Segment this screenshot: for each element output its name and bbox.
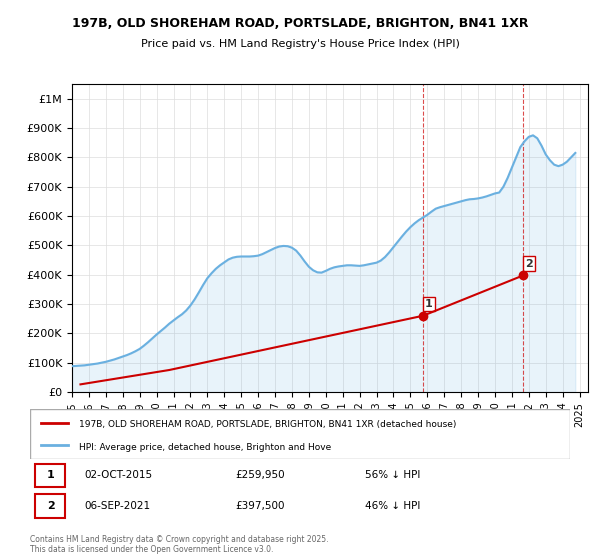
FancyBboxPatch shape bbox=[35, 464, 65, 487]
Text: 46% ↓ HPI: 46% ↓ HPI bbox=[365, 501, 420, 511]
Text: 1: 1 bbox=[47, 470, 55, 480]
Text: £259,950: £259,950 bbox=[235, 470, 285, 480]
FancyBboxPatch shape bbox=[30, 409, 570, 459]
Text: HPI: Average price, detached house, Brighton and Hove: HPI: Average price, detached house, Brig… bbox=[79, 442, 331, 451]
Text: 197B, OLD SHOREHAM ROAD, PORTSLADE, BRIGHTON, BN41 1XR: 197B, OLD SHOREHAM ROAD, PORTSLADE, BRIG… bbox=[72, 17, 528, 30]
Text: £397,500: £397,500 bbox=[235, 501, 285, 511]
Text: 197B, OLD SHOREHAM ROAD, PORTSLADE, BRIGHTON, BN41 1XR (detached house): 197B, OLD SHOREHAM ROAD, PORTSLADE, BRIG… bbox=[79, 421, 456, 430]
Text: 1: 1 bbox=[425, 299, 433, 309]
Text: 56% ↓ HPI: 56% ↓ HPI bbox=[365, 470, 420, 480]
Text: 2: 2 bbox=[47, 501, 55, 511]
Text: 06-SEP-2021: 06-SEP-2021 bbox=[84, 501, 150, 511]
FancyBboxPatch shape bbox=[35, 494, 65, 517]
Text: Contains HM Land Registry data © Crown copyright and database right 2025.
This d: Contains HM Land Registry data © Crown c… bbox=[30, 535, 329, 554]
Text: 2: 2 bbox=[525, 259, 533, 269]
Text: Price paid vs. HM Land Registry's House Price Index (HPI): Price paid vs. HM Land Registry's House … bbox=[140, 39, 460, 49]
Text: 02-OCT-2015: 02-OCT-2015 bbox=[84, 470, 152, 480]
